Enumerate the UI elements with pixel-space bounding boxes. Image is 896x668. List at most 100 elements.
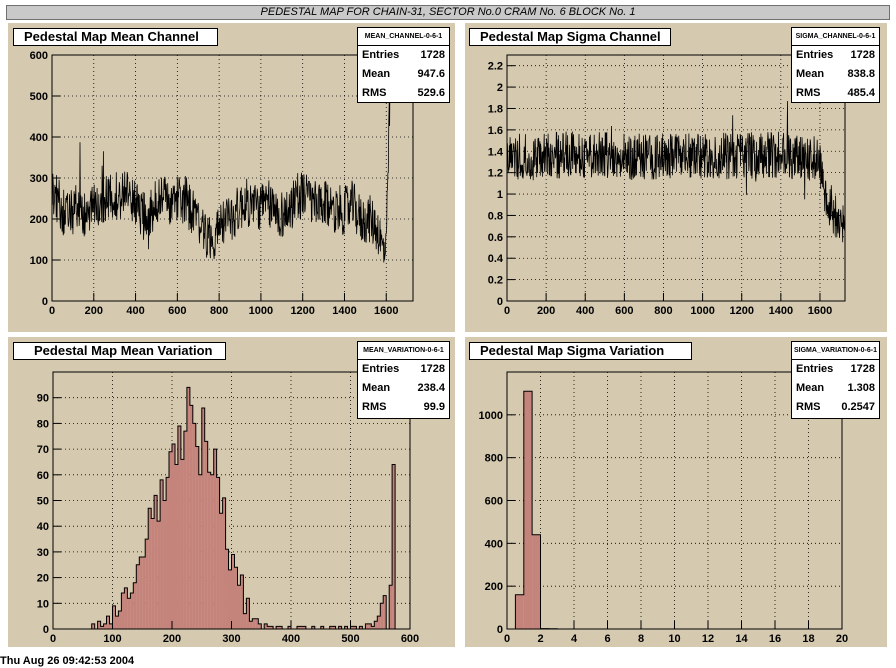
plot-frame <box>506 54 846 302</box>
stats-row-entries: Entries 1728 <box>796 363 875 375</box>
y-tick-label: 600 <box>485 496 503 508</box>
chart-mean-channel: 0 200 400 600 800 1000 1200 1400 1600 0 100 200 300 4… <box>30 50 414 317</box>
hist-bar <box>359 626 363 629</box>
hist-bar <box>166 477 170 629</box>
x-tick-label: 1200 <box>729 305 753 317</box>
y-tick-label: 1 <box>497 189 503 201</box>
y-tick-label: 0 <box>43 624 49 636</box>
stats-name: MEAN_CHANNEL-0-6-1 <box>358 28 449 46</box>
plot-area <box>507 55 845 301</box>
stats-row-rms: RMS 0.2547 <box>796 401 875 413</box>
stats-name: SIGMA_CHANNEL-0-6-1 <box>792 28 879 46</box>
x-tick-label: 14 <box>735 633 748 645</box>
x-tick-label: 0 <box>504 633 510 645</box>
x-tick-label: 200 <box>537 305 555 317</box>
hist-bar <box>180 459 184 629</box>
y-tick-label: 1.2 <box>488 168 503 180</box>
hist-bar <box>252 618 256 629</box>
hist-bar <box>350 626 354 629</box>
x-tick-label: 18 <box>802 633 814 645</box>
hist-bar <box>353 626 357 629</box>
y-tick-label: 0 <box>42 296 48 308</box>
y-tick-label: 300 <box>30 173 48 185</box>
hist-bar <box>127 598 131 629</box>
chart-mean-variation: 0 100 200 300 400 500 600 0 10 20 30 40 50 60 70 80 90 <box>37 371 419 645</box>
hist-bar <box>183 431 187 629</box>
hist-bar <box>157 521 161 629</box>
x-tick-label: 800 <box>210 305 228 317</box>
hist-bar <box>133 582 137 629</box>
hist-bar <box>255 618 259 629</box>
hist-bar <box>189 405 193 629</box>
x-tick-label: 10 <box>668 633 680 645</box>
hist-bar <box>112 605 116 629</box>
pad-sigma-variation: 0 2 4 6 8 10 12 14 16 18 20 0 200 400 600 800 1000 Pedes… <box>465 337 887 647</box>
y-tick-label: 1.4 <box>488 146 504 158</box>
stats-row-mean: Mean 947.6 <box>362 68 445 80</box>
x-tick-label: 1400 <box>769 305 793 317</box>
y-tick-label: 0 <box>497 296 503 308</box>
hist-bar <box>344 626 348 629</box>
x-tick-label: 800 <box>654 305 672 317</box>
y-tick-label: 70 <box>37 444 49 456</box>
y-tick-label: 40 <box>37 521 49 533</box>
y-tick-label: 1.6 <box>488 125 503 137</box>
hist-bar <box>267 626 271 629</box>
chart-sigma-channel: 0 200 400 600 800 1000 1200 1400 1600 0 0.2 0.4 0.6 0… <box>488 54 846 317</box>
hist-bar <box>240 575 244 629</box>
x-tick-label: 4 <box>571 633 578 645</box>
y-tick-label: 10 <box>37 598 49 610</box>
y-tick-label: 1.8 <box>488 103 503 115</box>
hist-bar <box>151 518 155 629</box>
hist-bar <box>332 626 336 629</box>
x-tick-label: 0 <box>504 305 510 317</box>
hist-bar <box>296 626 300 629</box>
stats-box: SIGMA_CHANNEL-0-6-1 Entries 1728 Mean 838.… <box>791 27 880 103</box>
hist-bar <box>204 441 208 629</box>
hist-bar <box>371 626 375 629</box>
pad-title: Pedestal Map Sigma Variation <box>469 342 692 360</box>
hist-bar <box>219 513 223 629</box>
x-tick-label: 2 <box>537 633 543 645</box>
hist-bar <box>154 495 158 629</box>
x-tick-label: 12 <box>702 633 714 645</box>
hist-bar <box>365 623 369 629</box>
y-tick-label: 100 <box>30 255 48 267</box>
y-tick-label: 200 <box>485 581 503 593</box>
hist-bar <box>192 423 196 629</box>
hist-bar <box>383 595 387 629</box>
hist-bar <box>532 534 541 629</box>
hist-bar <box>201 407 205 629</box>
hist-bar <box>258 623 262 629</box>
y-tick-label: 0.2 <box>488 275 503 287</box>
x-tick-label: 8 <box>638 633 644 645</box>
hist-bar <box>338 626 342 629</box>
y-tick-label: 400 <box>30 132 48 144</box>
stats-name: MEAN_VARIATION-0-6-1 <box>358 342 449 360</box>
x-tick-label: 400 <box>576 305 594 317</box>
hist-bar <box>311 626 315 629</box>
stats-row-entries: Entries 1728 <box>796 49 875 61</box>
y-tick-label: 200 <box>30 214 48 226</box>
hist-bar <box>234 567 238 629</box>
hist-bar <box>106 616 110 629</box>
hist-bar <box>136 564 140 629</box>
x-tick-label: 0 <box>49 305 55 317</box>
y-tick-label: 2 <box>497 82 503 94</box>
hist-bar <box>195 446 199 629</box>
hist-bar <box>216 477 220 629</box>
hist-bar <box>139 557 143 629</box>
hist-bar <box>276 626 280 629</box>
hist-bar <box>302 626 306 629</box>
x-tick-label: 6 <box>604 633 610 645</box>
hist-bar <box>243 613 247 629</box>
y-tick-label: 90 <box>37 393 49 405</box>
x-tick-label: 600 <box>168 305 186 317</box>
pad-sigma-channel: 0 200 400 600 800 1000 1200 1400 1600 0 0.2 0.4 0.6 0… <box>465 23 887 332</box>
y-tick-label: 0.6 <box>488 232 503 244</box>
y-tick-label: 30 <box>37 547 49 559</box>
y-tick-label: 80 <box>37 418 49 430</box>
y-tick-label: 20 <box>37 573 49 585</box>
y-tick-label: 0 <box>497 624 503 636</box>
hist-bar <box>148 508 152 629</box>
